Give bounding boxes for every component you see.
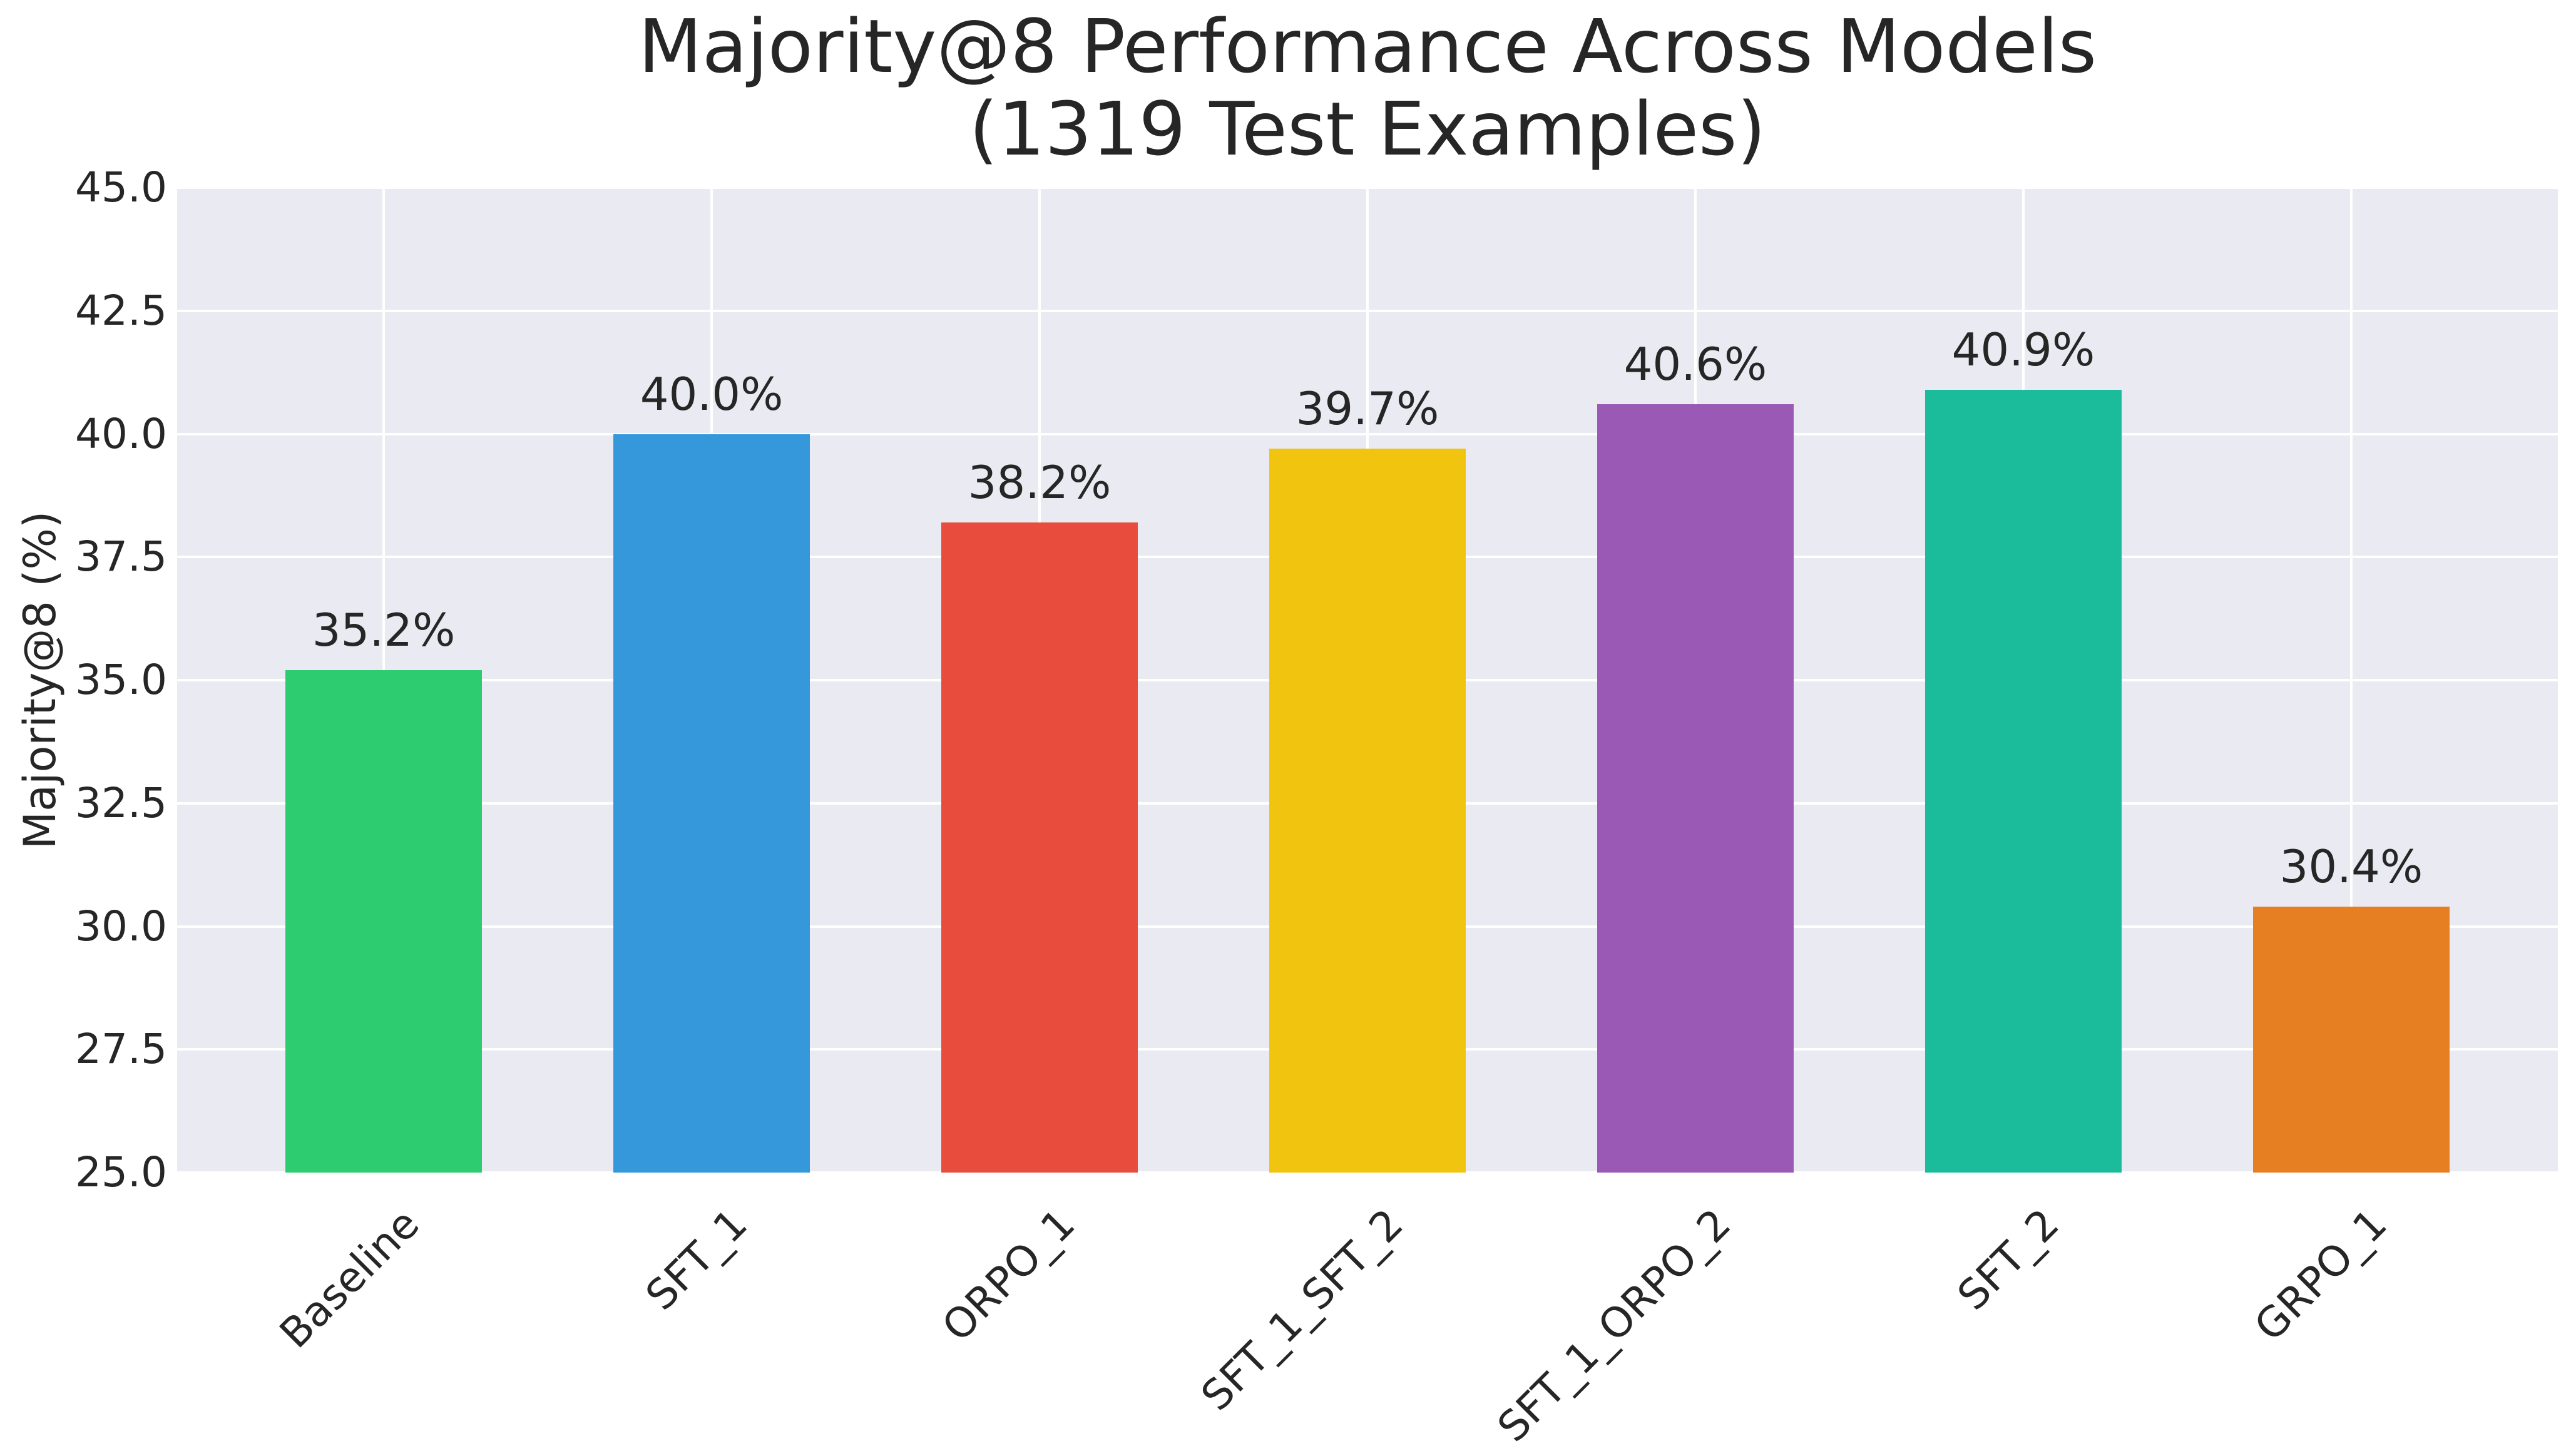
chart-title: Majority@8 Performance Across Models (13… [177, 5, 2558, 170]
y-tick-label-42.5: 42.5 [75, 286, 167, 335]
y-tick-label-27.5: 27.5 [75, 1025, 167, 1074]
chart-title-line2: (1319 Test Examples) [969, 86, 1766, 172]
y-tick-label-37.5: 37.5 [75, 532, 167, 581]
bar-Baseline [285, 670, 483, 1173]
bar-value-label: 30.4% [2279, 840, 2423, 894]
gridline-horizontal [177, 1171, 2558, 1174]
plot-area: 35.2% 40.0% 38.2% 39.7% 40.6% 40.9% 30.4% [177, 186, 2558, 1174]
y-tick-label-35.0: 35.0 [75, 656, 167, 704]
chart-title-line1: Majority@8 Performance Across Models [638, 3, 2097, 89]
bar-value-label: 35.2% [312, 604, 456, 657]
bar-SFT_1_SFT_2 [1269, 449, 1466, 1173]
bar-value-label: 40.0% [640, 367, 784, 420]
bar-value-label: 39.7% [1296, 382, 1439, 435]
bar-value-label: 40.9% [1951, 323, 2095, 376]
x-tick-label-SFT_1_SFT_2: SFT_1_SFT_2 [1192, 1199, 1413, 1420]
x-tick-label-ORPO_1: ORPO_1 [933, 1199, 1085, 1351]
x-tick-label-GRPO_1: GRPO_1 [2245, 1199, 2396, 1351]
x-tick-label-SFT_1_ORPO_2: SFT_1_ORPO_2 [1488, 1199, 1740, 1451]
bar-value-label: 40.6% [1623, 338, 1767, 391]
bar-SFT_1_ORPO_2 [1597, 404, 1794, 1173]
x-tick-label-SFT_1: SFT_1 [636, 1199, 757, 1320]
x-tick-label-SFT_2: SFT_2 [1948, 1199, 2068, 1320]
bar-value-label: 38.2% [968, 456, 1112, 509]
y-tick-label-40.0: 40.0 [75, 409, 167, 458]
bar-GRPO_1 [2252, 907, 2450, 1173]
bar-SFT_1 [613, 434, 810, 1173]
bar-SFT_2 [1924, 389, 2122, 1173]
y-tick-label-30.0: 30.0 [75, 902, 167, 950]
x-tick-label-Baseline: Baseline [270, 1199, 429, 1358]
y-tick-label-32.5: 32.5 [75, 778, 167, 827]
y-tick-label-25.0: 25.0 [75, 1148, 167, 1196]
y-tick-label-45.0: 45.0 [75, 163, 167, 211]
gridline-vertical [2349, 188, 2353, 1173]
bar-ORPO_1 [941, 522, 1138, 1173]
